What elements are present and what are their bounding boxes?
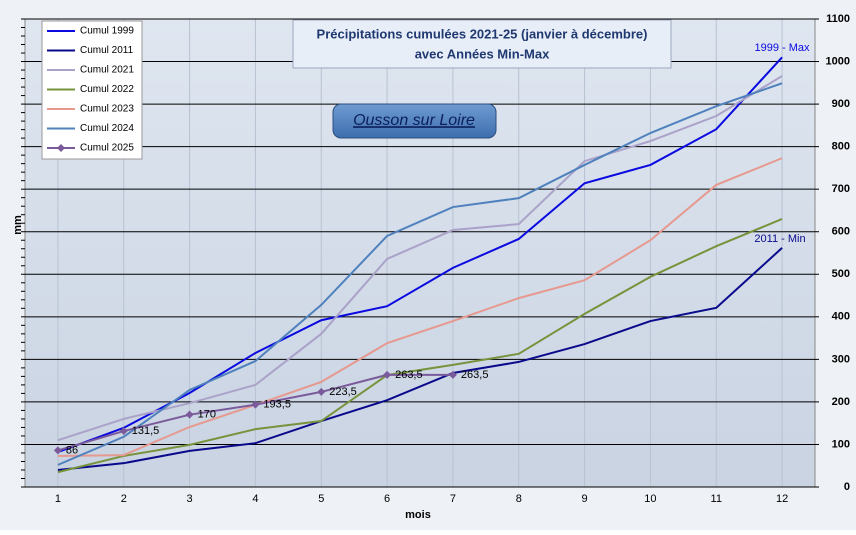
point [317,387,326,396]
point [448,370,457,379]
title-box [292,19,672,69]
legend-label: Cumul 2011 [80,45,134,56]
legend-label: Cumul 2021 [80,65,134,76]
data-label: 223,5 [329,386,357,398]
data-label: 263,5 [395,369,423,381]
y-tick-label: 300 [832,353,850,365]
x-tick-label: 3 [187,493,193,505]
series-line [57,157,783,457]
series-line [57,75,783,442]
annotation: 2011 - Min [754,233,805,245]
point [185,410,194,419]
x-tick-label: 8 [516,493,522,505]
legend-label: Cumul 1999 [80,26,134,37]
y-tick-label: 600 [832,226,850,238]
x-tick-label: 5 [318,493,324,505]
series-line [57,218,783,474]
chart-subtitle: avec Années Min-Max [415,46,550,61]
y-tick-label: 700 [832,183,850,195]
y-tick-label: 800 [832,141,850,153]
y-tick-label: 500 [832,268,850,280]
y-tick-label: 0 [844,481,850,493]
legend-label: Cumul 2022 [80,84,134,95]
x-tick-label: 4 [252,493,258,505]
annotation: 1999 - Max [754,42,810,54]
point [251,400,260,409]
chart-title: Précipitations cumulées 2021-25 (janvier… [317,26,648,41]
x-tick-label: 6 [384,493,390,505]
point [383,370,392,379]
x-tick-label: 1 [55,493,61,505]
x-tick-label: 10 [644,493,656,505]
legend-label: Cumul 2024 [80,123,134,134]
legend-marker [57,144,65,152]
series-line [57,247,783,471]
x-tick-label: 11 [711,493,722,505]
data-label: 193,5 [263,399,291,411]
location-label: Ousson sur Loire [353,112,475,129]
y-tick-label: 1100 [826,13,850,25]
y-axis-label: mm [12,215,24,235]
x-tick-label: 9 [582,493,588,505]
series-line [57,82,783,466]
y-tick-label: 400 [832,311,850,323]
data-label: 86 [66,444,78,456]
point [119,427,128,436]
y-tick-label: 1000 [826,55,850,67]
location-box [332,103,497,139]
legend-label: Cumul 2023 [80,104,134,115]
plot-area [24,18,816,488]
y-tick-label: 200 [832,396,850,408]
legend-label: Cumul 2025 [80,143,134,154]
data-label: 131,5 [132,425,160,437]
x-tick-label: 2 [121,493,127,505]
x-tick-label: 12 [776,493,788,505]
x-axis-label: mois [405,509,431,521]
y-tick-label: 900 [832,98,850,110]
x-tick-label: 7 [450,493,456,505]
point [53,446,62,455]
data-label: 263,5 [461,369,489,381]
data-label: 170 [198,409,216,421]
y-tick-label: 100 [832,438,850,450]
